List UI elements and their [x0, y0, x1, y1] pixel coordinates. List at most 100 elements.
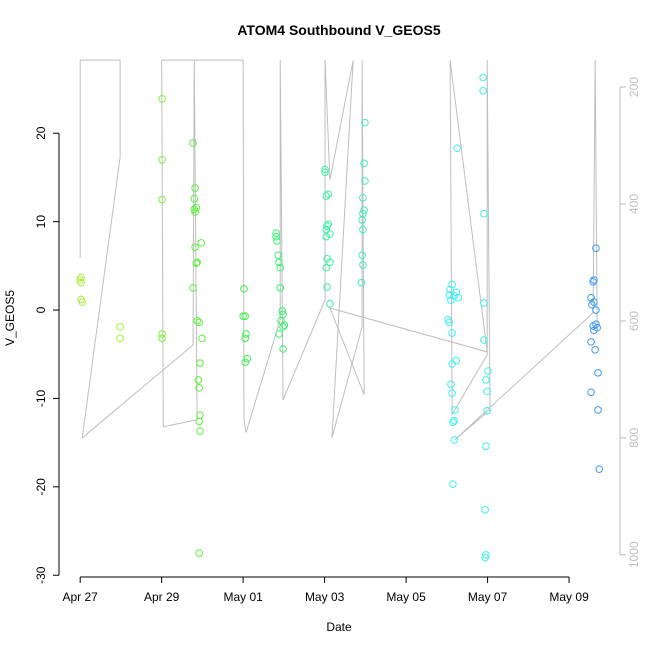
point: [239, 312, 247, 321]
point: [445, 318, 454, 327]
y2-tick-label: 200: [627, 77, 641, 97]
point: [357, 278, 366, 287]
point: [484, 367, 492, 375]
point: [241, 312, 249, 321]
profile-line: [79, 59, 598, 440]
x-tick-label: Apr 27: [63, 590, 99, 604]
x-tick-label: Apr 29: [144, 590, 180, 604]
y-tick-label: -30: [34, 566, 48, 584]
point: [78, 298, 87, 306]
point: [448, 360, 456, 368]
point: [448, 329, 456, 337]
point: [198, 334, 206, 343]
point: [450, 416, 458, 425]
y-tick-label: -10: [34, 389, 48, 407]
point: [322, 232, 331, 241]
point: [446, 285, 454, 294]
x-tick-label: May 03: [305, 590, 345, 604]
point: [192, 259, 201, 267]
point: [589, 322, 597, 330]
y-tick-label: -20: [34, 478, 48, 496]
point: [321, 165, 329, 174]
point: [116, 323, 124, 331]
point: [189, 284, 197, 292]
point: [447, 296, 455, 305]
x-tick-label: May 05: [386, 590, 426, 604]
point: [189, 139, 197, 147]
point: [591, 346, 599, 354]
point: [195, 318, 203, 327]
point: [326, 300, 334, 308]
point: [158, 330, 166, 338]
point: [195, 417, 203, 426]
point: [280, 321, 289, 329]
point: [358, 216, 366, 224]
point: [481, 553, 489, 562]
point: [360, 206, 368, 214]
point: [594, 369, 602, 377]
point: [448, 389, 456, 397]
point: [197, 239, 205, 247]
point: [275, 330, 283, 338]
point: [279, 345, 287, 353]
y2-tick-label: 1000: [627, 541, 641, 568]
y2-tick-label: 400: [627, 194, 641, 214]
point: [192, 203, 201, 212]
point: [324, 220, 333, 229]
point: [276, 263, 285, 272]
point: [479, 73, 487, 82]
point: [358, 251, 366, 260]
point: [592, 244, 600, 252]
point: [158, 334, 166, 343]
point: [323, 283, 331, 291]
point: [116, 334, 124, 343]
point: [361, 118, 369, 127]
point: [241, 358, 249, 366]
point: [482, 442, 490, 450]
point: [193, 316, 201, 325]
point: [190, 194, 199, 203]
point: [587, 388, 595, 397]
point: [359, 225, 367, 234]
point: [589, 277, 597, 286]
y2-tick-label: 600: [627, 311, 641, 331]
point: [274, 251, 282, 260]
point: [480, 209, 488, 218]
point: [195, 384, 203, 392]
point: [480, 336, 488, 344]
point: [453, 144, 461, 153]
x-axis-label: Date: [326, 620, 352, 634]
y-tick-label: 20: [34, 126, 48, 140]
point: [483, 387, 491, 396]
point: [191, 243, 199, 252]
point: [595, 465, 604, 473]
point: [191, 208, 199, 216]
x-tick-label: May 09: [549, 590, 589, 604]
point: [322, 192, 331, 200]
point: [321, 168, 329, 176]
point: [450, 436, 458, 444]
chart-title: ATOM4 Southbound V_GEOS5: [237, 22, 440, 38]
point: [194, 376, 203, 384]
point: [454, 293, 463, 302]
point: [361, 177, 369, 185]
point: [483, 407, 491, 415]
point: [482, 376, 490, 384]
point: [326, 258, 334, 267]
point: [272, 229, 280, 237]
point: [445, 291, 454, 299]
point: [241, 334, 249, 343]
point: [276, 284, 285, 292]
y-tick-label: 0: [34, 306, 48, 313]
point: [447, 380, 455, 389]
y2-tick-label: 800: [627, 428, 641, 448]
point: [191, 184, 199, 192]
point: [158, 155, 166, 164]
y-tick-label: 10: [34, 215, 48, 229]
point: [195, 549, 203, 557]
point: [451, 406, 459, 414]
point: [594, 406, 602, 414]
point: [275, 258, 283, 267]
point: [196, 359, 204, 367]
